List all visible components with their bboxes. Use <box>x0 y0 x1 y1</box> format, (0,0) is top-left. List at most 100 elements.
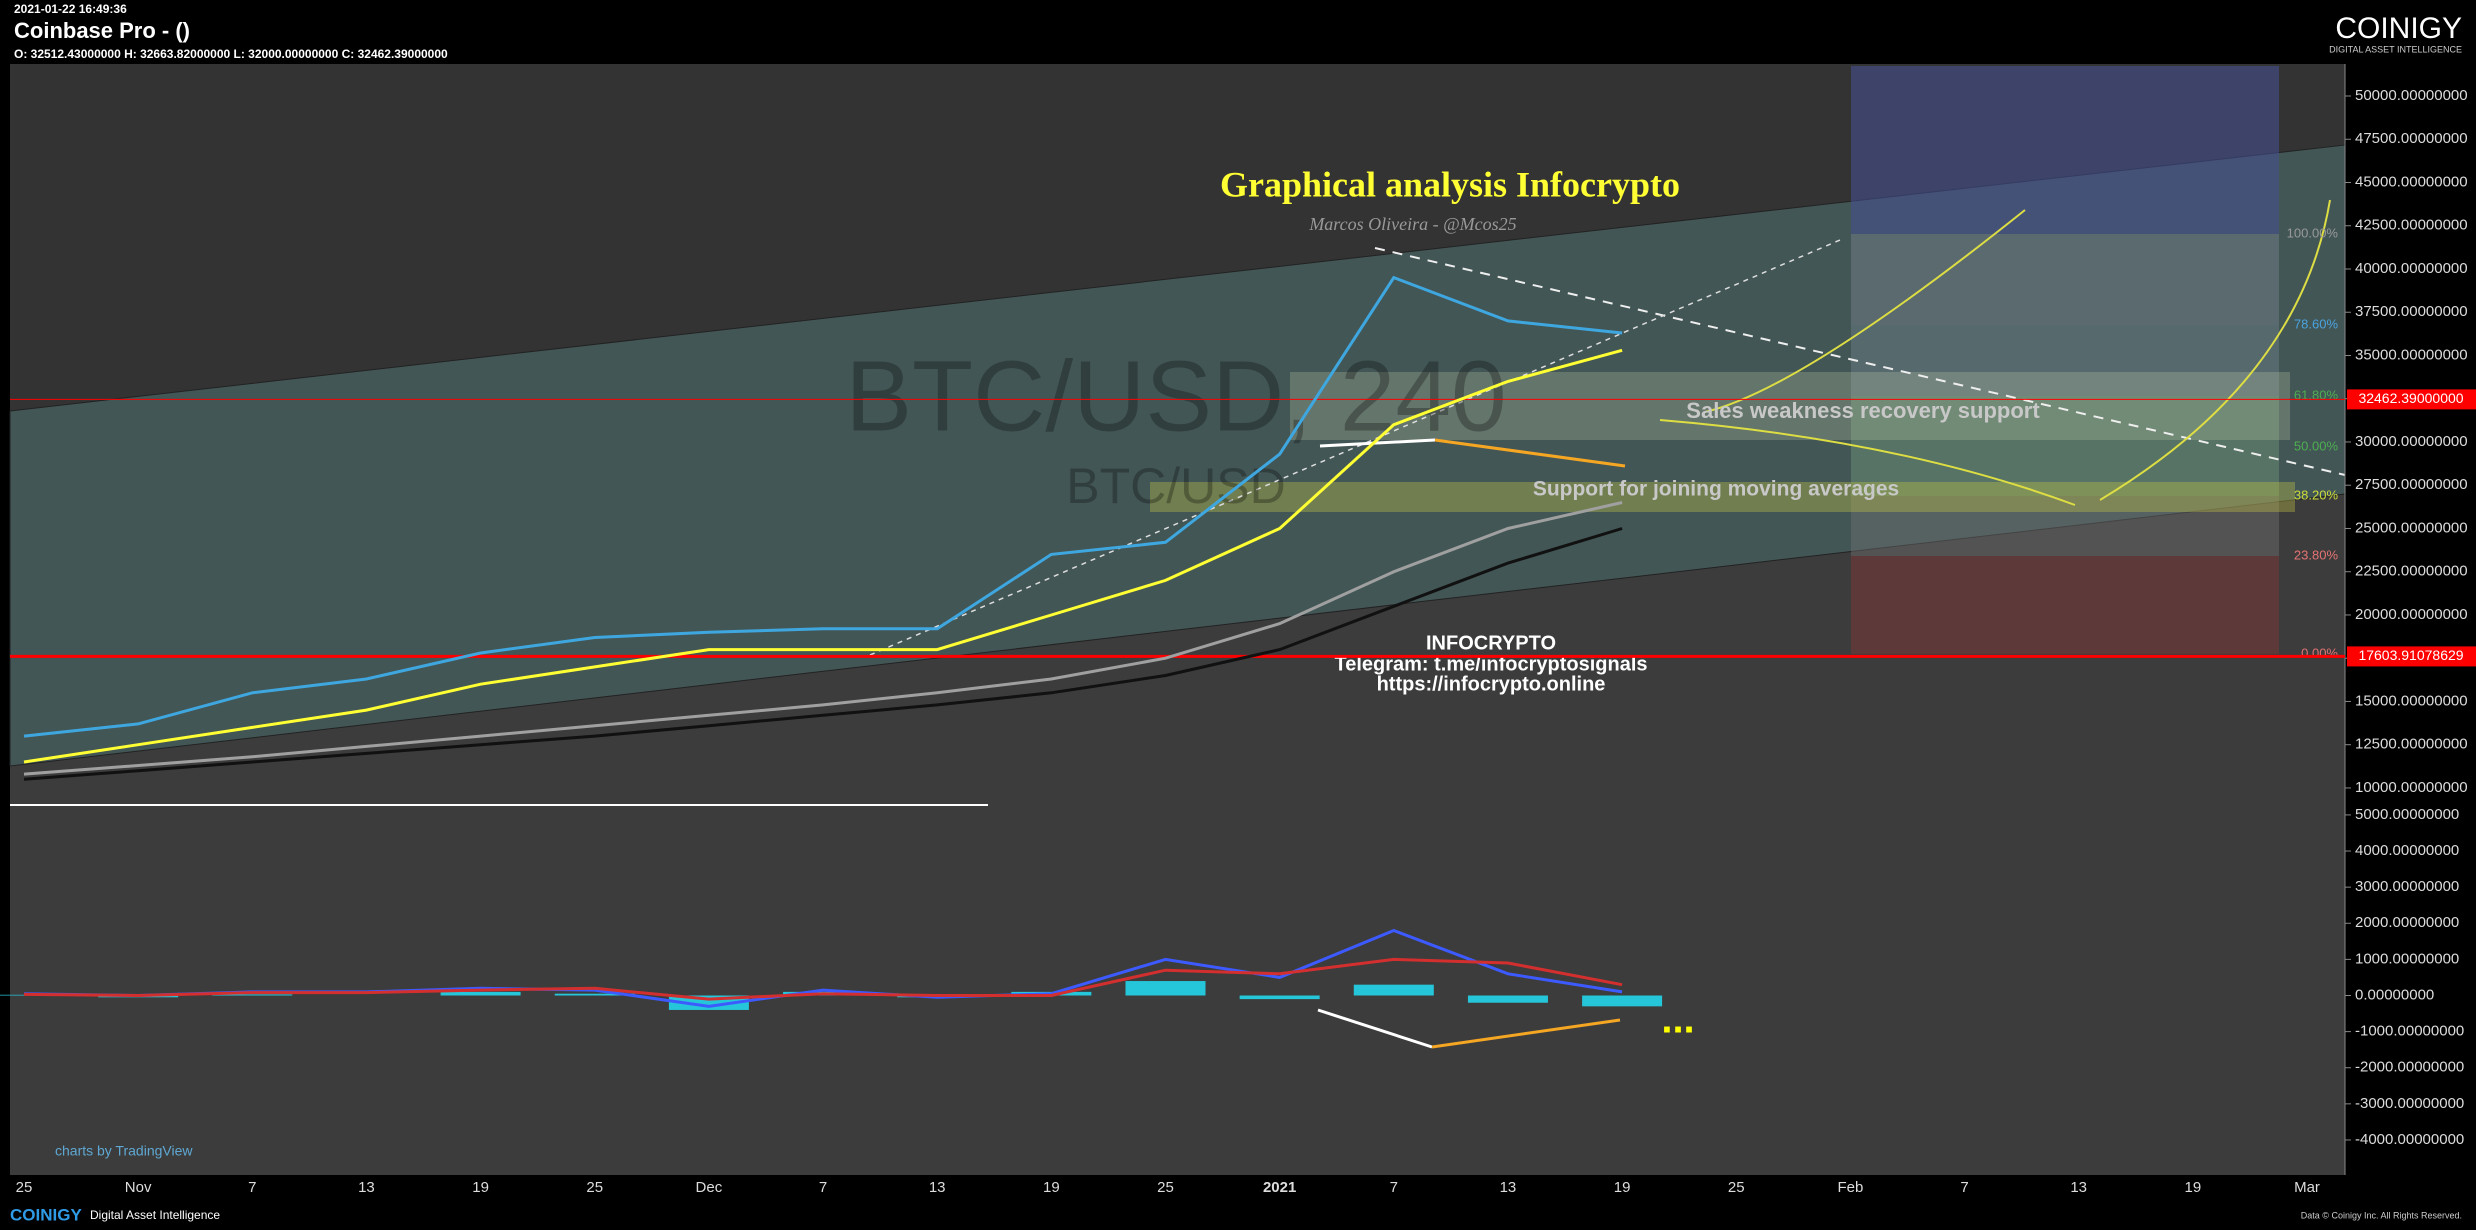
y-tick-label: 50000.00000000 <box>2355 87 2468 104</box>
fib-label: 78.60% <box>2294 316 2339 331</box>
histogram-bar <box>212 994 293 996</box>
annotation: INFOCRYPTO <box>1426 632 1556 654</box>
y-tick-label: 42500.00000000 <box>2355 217 2468 234</box>
x-tick-label: 19 <box>1614 1179 1631 1196</box>
histogram-bar <box>1125 981 1206 996</box>
y-tick-label: 20000.00000000 <box>2355 606 2468 623</box>
y-tick-label: 22500.00000000 <box>2355 563 2468 580</box>
drawing <box>1434 438 1626 468</box>
x-tick-label: 19 <box>472 1179 489 1196</box>
series-line <box>23 275 1623 738</box>
y-tick-label: 27500.00000000 <box>2355 476 2468 493</box>
y-tick-label: 1000.00000000 <box>2355 950 2459 967</box>
upper-region <box>10 64 2345 411</box>
fib-zone <box>1851 325 2279 396</box>
histogram-bar <box>440 991 521 996</box>
fib-label: 50.00% <box>2294 438 2339 453</box>
fib-zone <box>1851 556 2279 654</box>
annotation: Telegram: t.me/infocryptosignals <box>1334 653 1647 675</box>
y-tick-label: -1000.00000000 <box>2355 1023 2464 1040</box>
x-tick-label: 19 <box>1043 1179 1060 1196</box>
annotation: Sales weakness recovery support <box>1686 398 2040 423</box>
x-tick-label: 13 <box>2070 1179 2087 1196</box>
x-tick-label: 25 <box>1157 1179 1174 1196</box>
x-tick-label: 7 <box>248 1179 256 1196</box>
arrow <box>1704 209 2026 413</box>
series-line <box>23 348 1623 764</box>
annotation: Support for joining moving averages <box>1533 478 1899 501</box>
y-tick-label: 4000.00000000 <box>2355 842 2459 859</box>
x-tick-label: 7 <box>1390 1179 1398 1196</box>
y-tick-label: 3000.00000000 <box>2355 878 2459 895</box>
histogram-bar <box>1467 995 1548 1003</box>
x-tick-label: 25 <box>586 1179 603 1196</box>
fib-zone <box>1851 396 2279 496</box>
x-tick-label: 2021 <box>1263 1179 1296 1196</box>
x-tick-label: 13 <box>929 1179 946 1196</box>
x-tick-label: Dec <box>696 1179 723 1196</box>
author: Marcos Oliveira - @Mcos25 <box>1308 214 1516 234</box>
x-tick-label: 19 <box>2185 1179 2202 1196</box>
histogram-bar <box>554 993 635 996</box>
fib-label: 0.00% <box>2301 645 2338 660</box>
drawing <box>1319 438 1436 448</box>
x-tick-label: 13 <box>1500 1179 1517 1196</box>
y-tick-label: 2000.00000000 <box>2355 914 2459 931</box>
fib-label: 38.20% <box>2294 487 2339 502</box>
x-tick-label: 25 <box>16 1179 33 1196</box>
support-zone <box>1290 372 2290 440</box>
drawing <box>1317 1008 1433 1049</box>
fib-label: 23.80% <box>2294 547 2339 562</box>
x-tick-label: 7 <box>1960 1179 1968 1196</box>
timestamp: 2021-01-22 16:49:36 <box>14 2 127 16</box>
y-tick-label: 45000.00000000 <box>2355 173 2468 190</box>
price-label-box <box>2347 389 2476 410</box>
arrow <box>1659 419 2076 506</box>
watermark: BTC/USD <box>1066 458 1285 514</box>
arrow <box>2099 199 2331 501</box>
copyright: Data © Coinigy Inc. All Rights Reserved. <box>2301 1210 2462 1220</box>
price-label-box <box>2347 646 2476 667</box>
x-tick-label: Mar <box>2294 1179 2320 1196</box>
x-tick-label: Nov <box>125 1179 152 1196</box>
ohlc: O: 32512.43000000 H: 32663.82000000 L: 3… <box>14 47 448 61</box>
tradingview-credit: charts by TradingView <box>55 1143 193 1159</box>
fib-label: 100.00% <box>2287 225 2339 240</box>
y-tick-label: -4000.00000000 <box>2355 1131 2464 1148</box>
footer-tagline: Digital Asset Intelligence <box>90 1208 220 1222</box>
y-tick-label: 30000.00000000 <box>2355 433 2468 450</box>
logo: COINIGY <box>2335 12 2462 45</box>
series-line <box>23 501 1623 776</box>
drawing <box>1431 1018 1621 1049</box>
histogram-bar <box>1353 984 1434 996</box>
histogram-bar <box>1239 995 1320 1000</box>
y-tick-label: 40000.00000000 <box>2355 260 2468 277</box>
y-tick-label: 12500.00000000 <box>2355 736 2468 753</box>
footer-logo: COINIGY <box>10 1205 82 1224</box>
footer-bar <box>0 1200 2476 1230</box>
header-bar <box>0 0 2476 64</box>
y-tick-label: 47500.00000000 <box>2355 130 2468 147</box>
price-label: 32462.39000000 <box>2358 390 2463 406</box>
x-tick-label: Feb <box>1837 1179 1863 1196</box>
watermark: BTC/USD, 240 <box>845 340 1506 452</box>
y-tick-label: 15000.00000000 <box>2355 692 2468 709</box>
y-tick-label: -2000.00000000 <box>2355 1059 2464 1076</box>
annotation: https://infocrypto.online <box>1377 673 1606 695</box>
exchange-title: Coinbase Pro - () <box>14 18 190 43</box>
series-line <box>23 957 1623 1001</box>
logo-tagline: DIGITAL ASSET INTELLIGENCE <box>2329 44 2462 54</box>
fib-zone <box>1851 234 2279 325</box>
series-line <box>23 527 1623 781</box>
fib-zone <box>1851 496 2279 556</box>
y-tick-label: 35000.00000000 <box>2355 346 2468 363</box>
y-tick-label: 5000.00000000 <box>2355 806 2459 823</box>
y-tick-label: -3000.00000000 <box>2355 1095 2464 1112</box>
x-tick-label: 25 <box>1728 1179 1745 1196</box>
fib-label: 61.80% <box>2294 387 2339 402</box>
histogram-bar <box>1582 995 1663 1007</box>
x-tick-label: 13 <box>358 1179 375 1196</box>
y-tick-label: 37500.00000000 <box>2355 303 2468 320</box>
